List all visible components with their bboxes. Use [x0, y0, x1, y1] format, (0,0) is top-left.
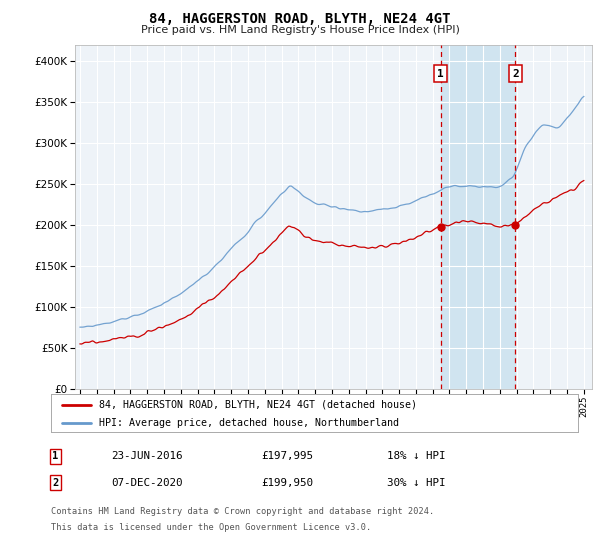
Text: 07-DEC-2020: 07-DEC-2020 — [111, 478, 182, 488]
Text: 30% ↓ HPI: 30% ↓ HPI — [387, 478, 445, 488]
Text: 84, HAGGERSTON ROAD, BLYTH, NE24 4GT: 84, HAGGERSTON ROAD, BLYTH, NE24 4GT — [149, 12, 451, 26]
Text: 1: 1 — [437, 68, 444, 78]
Text: £199,950: £199,950 — [261, 478, 313, 488]
Text: 1: 1 — [52, 451, 58, 461]
Text: £197,995: £197,995 — [261, 451, 313, 461]
Text: Contains HM Land Registry data © Crown copyright and database right 2024.: Contains HM Land Registry data © Crown c… — [51, 507, 434, 516]
Text: 18% ↓ HPI: 18% ↓ HPI — [387, 451, 445, 461]
Text: 23-JUN-2016: 23-JUN-2016 — [111, 451, 182, 461]
Text: 2: 2 — [512, 68, 518, 78]
Text: This data is licensed under the Open Government Licence v3.0.: This data is licensed under the Open Gov… — [51, 523, 371, 532]
Text: 84, HAGGERSTON ROAD, BLYTH, NE24 4GT (detached house): 84, HAGGERSTON ROAD, BLYTH, NE24 4GT (de… — [100, 400, 418, 410]
Text: HPI: Average price, detached house, Northumberland: HPI: Average price, detached house, Nort… — [100, 418, 400, 428]
Text: 2: 2 — [52, 478, 58, 488]
Text: Price paid vs. HM Land Registry's House Price Index (HPI): Price paid vs. HM Land Registry's House … — [140, 25, 460, 35]
Bar — [440, 45, 515, 389]
